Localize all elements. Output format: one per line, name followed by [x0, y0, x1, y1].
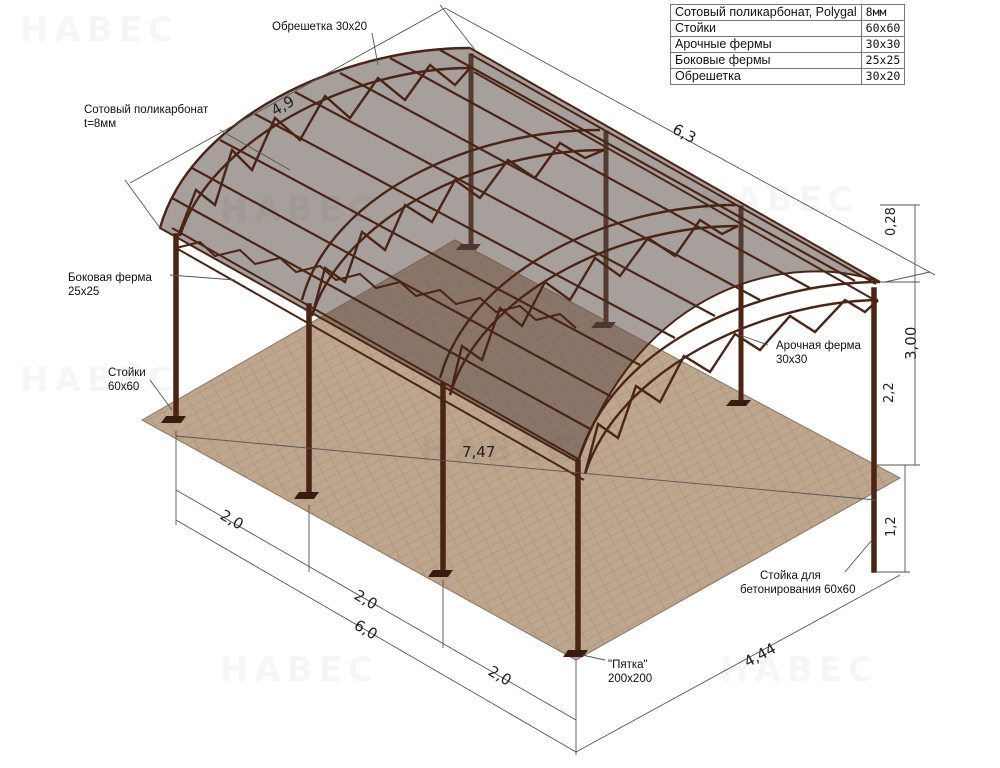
- spec-value: 8мм: [860, 4, 906, 21]
- side-trusses: [171, 53, 879, 481]
- label-concrete-post-size: бетонирования 60x60: [740, 584, 856, 596]
- spec-row: Сотовый поликарбонат, Polygal 8мм: [670, 4, 906, 21]
- label-arch-truss-size: 30x30: [776, 354, 808, 366]
- spec-row: Боковые фермы 25x25: [670, 52, 906, 69]
- spec-value: 30x30: [860, 36, 906, 53]
- spec-value: 30x20: [860, 68, 906, 85]
- dim-arch-rise: 0,28: [884, 207, 899, 236]
- dim-total-height: 3,00: [902, 326, 920, 360]
- watermark: НАВЕС: [220, 190, 379, 230]
- label-concrete-post: Стойка для: [760, 570, 821, 582]
- spec-value: 25x25: [860, 52, 906, 69]
- spec-row: Обрешетка 30x20: [670, 68, 906, 85]
- watermark: НАВЕС: [220, 650, 379, 690]
- watermark: НАВЕС: [420, 430, 579, 470]
- spec-name: Стойки: [670, 20, 862, 37]
- label-heel-size: 200x200: [608, 673, 653, 685]
- front-post-heels: [161, 416, 588, 657]
- spec-row: Стойки 60x60: [670, 20, 906, 37]
- spec-name: Арочные фермы: [670, 36, 862, 53]
- label-posts: Стойки: [108, 367, 146, 379]
- spec-table: Сотовый поликарбонат, Polygal 8мм Стойки…: [670, 4, 906, 85]
- label-polycarbonate: Сотовый поликарбонат: [84, 104, 209, 116]
- watermark: НАВЕС: [700, 180, 859, 220]
- arch-trusses: [158, 46, 881, 475]
- spec-value: 60x60: [860, 20, 906, 37]
- label-posts-size: 60x60: [108, 381, 140, 393]
- watermark: НАВЕС: [20, 10, 179, 50]
- dimension-lines: [124, 4, 936, 755]
- watermark: НАВЕС: [20, 360, 179, 400]
- spec-name: Боковые фермы: [670, 52, 862, 69]
- label-arch-truss: Арочная ферма: [776, 340, 861, 352]
- dim-burial-depth: 1,2: [884, 516, 899, 537]
- dim-diagonal: 7,47: [462, 443, 496, 461]
- spec-name: Сотовый поликарбонат, Polygal: [670, 4, 862, 21]
- label-side-truss: Боковая ферма: [68, 272, 152, 284]
- label-battens: Обрешетка 30x20: [272, 21, 368, 33]
- front-posts: [173, 233, 877, 653]
- label-polycarbonate-thickness: t=8мм: [84, 118, 117, 130]
- spec-name: Обрешетка: [670, 68, 862, 85]
- spec-row: Арочные фермы 30x30: [670, 36, 906, 53]
- label-side-truss-size: 25x25: [68, 286, 100, 298]
- label-heel: "Пятка": [608, 659, 648, 671]
- dim-post-height: 2,2: [882, 382, 897, 403]
